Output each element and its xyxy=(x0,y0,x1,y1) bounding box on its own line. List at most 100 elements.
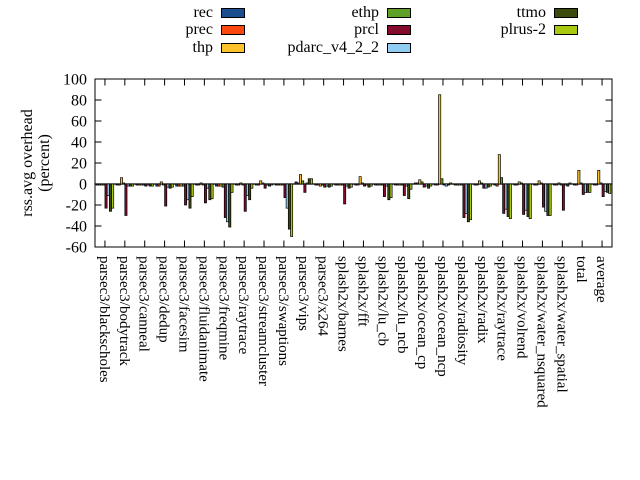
y-tick-label: 0 xyxy=(79,177,87,194)
bar-thp xyxy=(259,180,263,185)
bar-ethp xyxy=(360,182,364,185)
bar-ethp xyxy=(301,180,305,185)
bar-ethp xyxy=(579,182,583,185)
bar-thp xyxy=(358,176,362,185)
bar-ethp xyxy=(122,182,126,185)
x-category-label: splash2x/lu_ncb xyxy=(394,256,410,354)
plot-border xyxy=(94,78,613,248)
bar-plrus-2 xyxy=(329,183,333,187)
bar-ethp xyxy=(500,177,503,185)
bar-plrus-2 xyxy=(290,183,294,237)
bar-prec xyxy=(197,183,201,186)
bar-prcl xyxy=(124,183,128,216)
bar-plrus-2 xyxy=(588,183,592,193)
bar-plrus-2 xyxy=(409,183,413,190)
legend-column-0: rec prec thp xyxy=(30,4,245,57)
legend-column-1: ethp prcl pdarc_v4_2_2 xyxy=(180,4,411,57)
bar-thp xyxy=(199,182,203,185)
bar-prec xyxy=(515,183,519,186)
legend-label-pdarc_v4_2_2: pdarc_v4_2_2 xyxy=(287,38,379,56)
legend-entry-ethp: ethp xyxy=(180,4,411,22)
bar-plrus-2 xyxy=(469,183,473,221)
bar-thp xyxy=(557,182,561,185)
x-category-label: parsec3/streamcluster xyxy=(255,256,271,386)
bar-prec xyxy=(356,183,360,186)
legend-entry-prec: prec xyxy=(30,22,245,40)
bar-prec xyxy=(237,183,241,186)
y-tick-label: 100 xyxy=(63,72,87,89)
y-tick-label: 40 xyxy=(71,135,87,152)
legend-swatch-prec xyxy=(221,25,245,36)
bar-ethp xyxy=(519,182,523,185)
bar-ttmo xyxy=(228,183,232,228)
x-category-label: parsec3/swaptions xyxy=(275,256,291,366)
bar-plrus-2 xyxy=(429,183,433,187)
y-tick-label: -20 xyxy=(66,198,87,215)
bar-plrus-2 xyxy=(210,183,214,200)
legend-entry-rec: rec xyxy=(30,4,245,22)
y-tick-label: 20 xyxy=(71,156,87,173)
legend-swatch-ttmo xyxy=(554,7,578,18)
legend-label-prcl: prcl xyxy=(354,21,379,39)
x-category-label: splash2x/radix xyxy=(474,256,490,344)
legend-label-plrus-2: plrus-2 xyxy=(500,21,546,39)
bar-ethp xyxy=(440,178,444,185)
x-category-label: splash2x/ocean_ncp xyxy=(434,256,450,377)
bar-plrus-2 xyxy=(310,178,313,185)
bar-prcl xyxy=(104,183,108,209)
legend-label-prec: prec xyxy=(185,21,213,39)
legend-entry-plrus-2: plrus-2 xyxy=(340,22,578,40)
bar-plrus-2 xyxy=(568,182,572,185)
x-category-label: splash2x/fft xyxy=(354,256,370,327)
x-category-label: total xyxy=(573,256,589,283)
bar-plrus-2 xyxy=(508,183,512,220)
bar-thp xyxy=(239,182,243,185)
legend-swatch-pdarc_v4_2_2 xyxy=(387,42,411,53)
bar-prec xyxy=(535,183,539,186)
bar-plrus-2 xyxy=(528,183,532,220)
x-category-label: parsec3/fluidanimate xyxy=(195,256,211,382)
bar-ttmo xyxy=(566,183,570,187)
x-category-label: parsec3/raytrace xyxy=(235,256,251,355)
bar-thp xyxy=(497,154,501,185)
x-category-label: splash2x/ocean_cp xyxy=(414,256,430,369)
bar-plrus-2 xyxy=(190,183,194,197)
x-category-label: average xyxy=(593,256,609,303)
bar-prec xyxy=(257,183,260,186)
x-category-label: parsec3/freqmine xyxy=(215,256,231,360)
y-axis-label-line-1: (percent) xyxy=(36,134,53,192)
bar-thp xyxy=(478,180,481,185)
legend-entry-prcl: prcl xyxy=(180,22,411,40)
bar-prec xyxy=(436,183,439,186)
x-category-label: splash2x/water_nsquared xyxy=(533,256,549,408)
x-category-label: parsec3/canneal xyxy=(136,256,152,352)
bar-ethp xyxy=(539,182,543,185)
legend-label-ttmo: ttmo xyxy=(516,3,546,21)
bar-plrus-2 xyxy=(170,183,174,188)
bar-plrus-2 xyxy=(369,183,373,187)
legend-column-2: ttmo plrus-2 xyxy=(340,4,578,39)
bar-prcl xyxy=(561,183,565,211)
bar-prcl xyxy=(402,183,406,196)
y-tick-label: -40 xyxy=(66,219,87,236)
x-category-label: parsec3/blackscholes xyxy=(96,256,112,383)
y-tick-label: -60 xyxy=(66,240,87,257)
bar-plrus-2 xyxy=(230,183,234,193)
legend-label-ethp: ethp xyxy=(351,3,379,21)
bar-plrus-2 xyxy=(389,183,393,198)
legend-swatch-plrus-2 xyxy=(554,25,578,36)
bar-thp xyxy=(537,180,541,185)
bar-plrus-2 xyxy=(250,183,254,189)
bar-thp xyxy=(299,174,302,185)
bar-prec xyxy=(555,183,559,186)
x-category-label: splash2x/radiosity xyxy=(454,256,470,366)
bar-thp xyxy=(120,177,123,185)
y-tick-label: 80 xyxy=(71,93,87,110)
bar-plrus-2 xyxy=(608,183,612,194)
bar-prcl xyxy=(243,183,247,212)
bar-plrus-2 xyxy=(131,183,134,187)
x-category-label: parsec3/bodytrack xyxy=(116,256,132,366)
x-category-label: splash2x/barnes xyxy=(335,256,351,352)
bar-prcl xyxy=(303,183,307,193)
